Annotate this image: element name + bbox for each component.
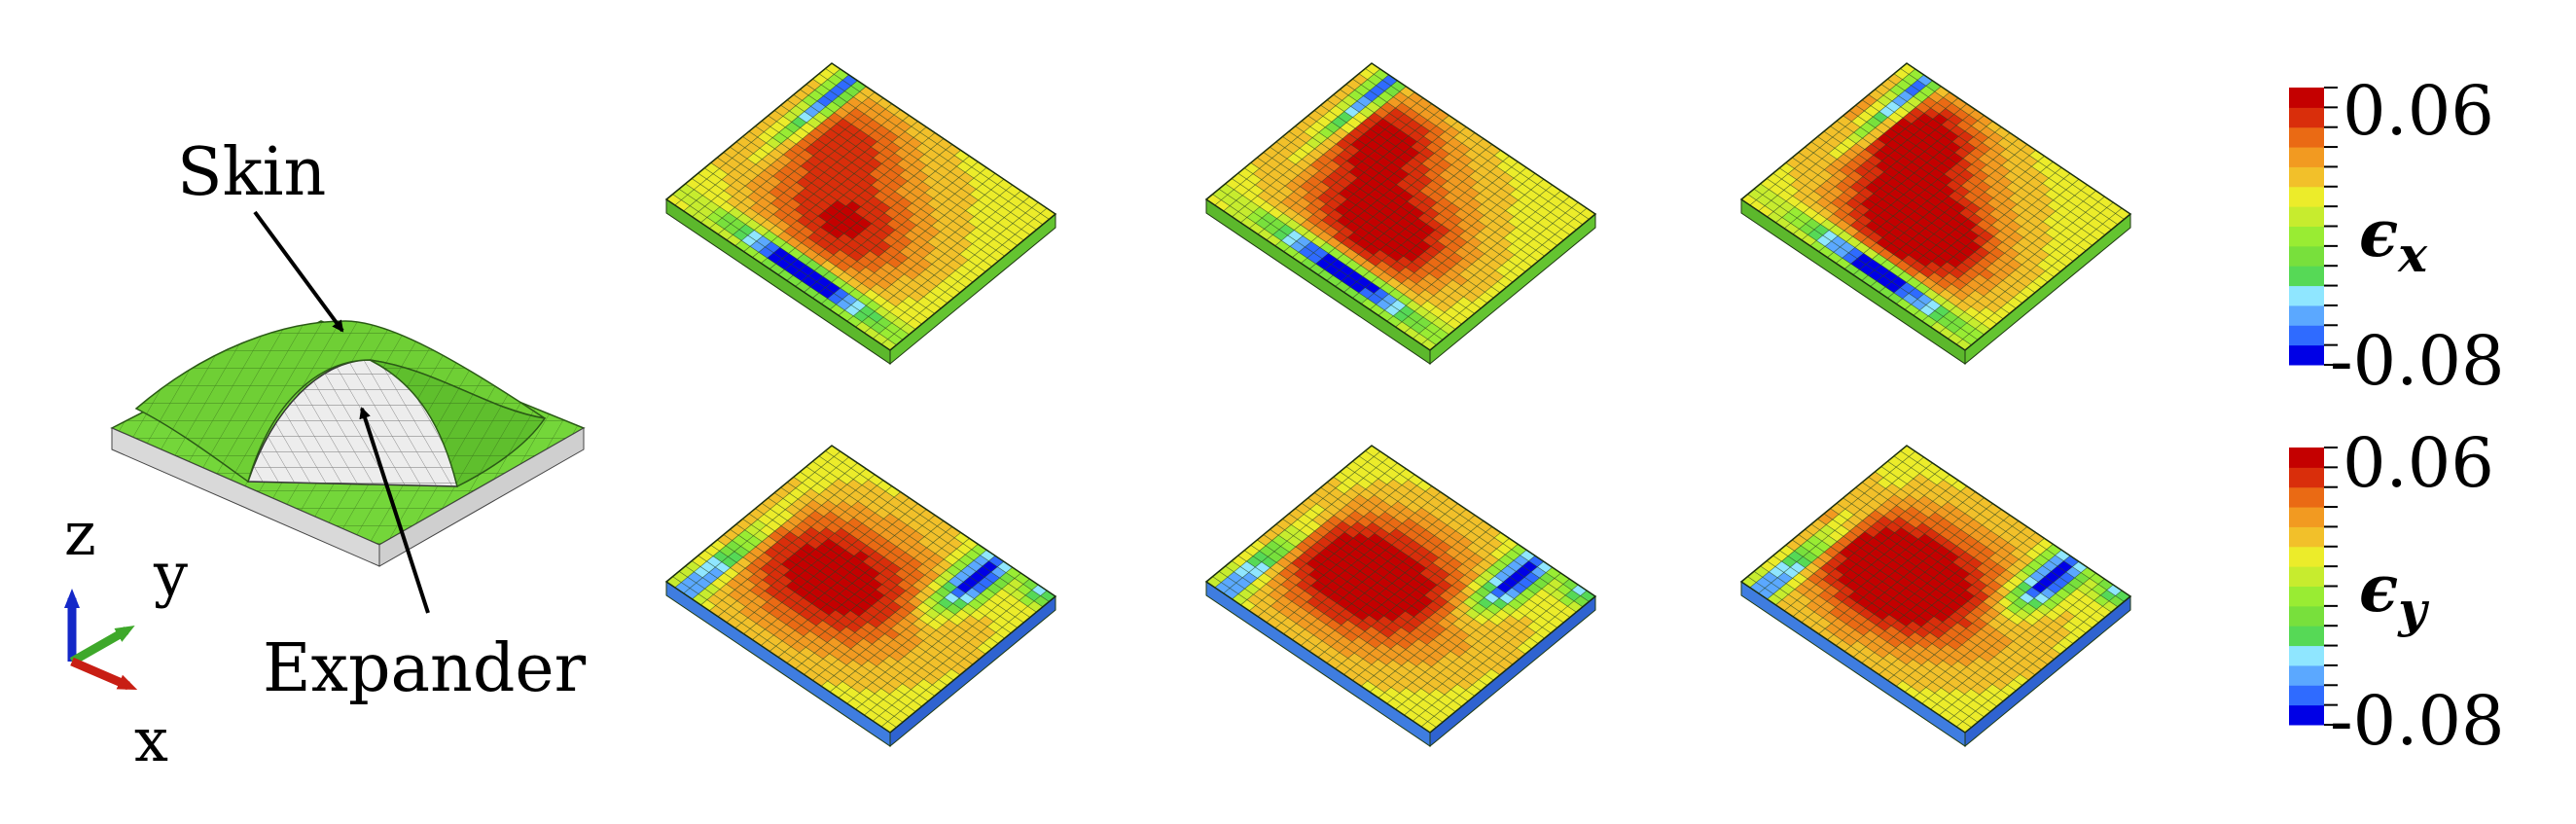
colorbar-min-label: -0.08 [2330,681,2505,761]
colorbar-swatch [2289,566,2324,587]
expander-label: Expander [263,630,587,707]
colorbar-swatch [2289,226,2324,247]
colorbar-swatch [2289,305,2324,326]
plate-outline [1204,62,1597,351]
contour-panels [664,62,2132,748]
colorbar-swatches [2289,447,2338,726]
colorbar-swatch [2289,546,2324,567]
skin-label: Skin [177,134,326,211]
plate-outline [1739,445,2132,734]
colorbar-symbol: ϵy [2359,551,2429,638]
contour-plate-eps-y-stage-2 [1204,445,1597,748]
expander-body [246,359,458,487]
colorbar-swatch [2289,467,2324,488]
colorbar-swatch [2289,605,2324,627]
colorbar-swatch [2289,107,2324,128]
schematic-model: Skin Expander [110,134,587,707]
colorbar-swatch [2289,486,2324,508]
axis-x-arrow [70,657,138,691]
colorbar-swatch [2289,704,2324,726]
colorbar-swatch [2289,266,2324,287]
colorbar-swatch [2289,88,2324,108]
skin-pointer-arrow [253,210,344,333]
contour-plate-eps-x-stage-3 [1739,62,2132,366]
colorbar-max-label: 0.06 [2343,423,2494,503]
colorbar-symbol: ϵx [2359,196,2428,283]
colorbar-swatch [2289,586,2324,607]
expander-pointer-arrow [359,407,430,614]
colorbar-swatch [2289,186,2324,207]
plate-outline [1739,62,2132,351]
skin-dome [134,320,547,488]
colorbar-swatch [2289,285,2324,306]
colorbar-swatch [2289,344,2324,366]
axis-z-label: z [64,498,96,569]
colorbar-swatch [2289,147,2324,167]
axis-x-label: x [134,704,168,775]
plate-outline [664,62,1057,351]
axis-y-arrow [69,626,135,665]
contour-plate-eps-x-stage-2 [1204,62,1597,366]
colorbar-swatch [2289,626,2324,647]
colorbar-swatch [2289,325,2324,346]
contour-plate-eps-y-stage-3 [1739,445,2132,748]
colorbar-swatch [2289,448,2324,468]
colorbar-swatch [2289,166,2324,188]
colorbar-swatch [2289,126,2324,148]
colorbar-strain-x: 0.06 -0.08 ϵx [2289,71,2505,401]
colorbar-swatch [2289,206,2324,227]
contour-plate-eps-x-stage-1 [664,62,1057,366]
colorbar-max-label: 0.06 [2343,71,2494,151]
contour-plate-eps-y-stage-1 [664,445,1057,748]
colorbar-swatch [2289,245,2324,267]
colorbar-swatch [2289,664,2324,686]
colorbar-strain-y: 0.06 -0.08 ϵy [2289,423,2505,761]
axis-y-label: y [153,539,188,610]
colorbar-swatches [2289,87,2338,366]
plate-outline [664,445,1057,734]
colorbar-swatch [2289,645,2324,666]
colorbar-swatch [2289,526,2324,548]
coordinate-triad: z y x [64,498,188,775]
colorbar-swatch [2289,685,2324,706]
colorbar-min-label: -0.08 [2330,321,2505,401]
colorbar-swatch [2289,507,2324,527]
plate-outline [1204,445,1597,734]
